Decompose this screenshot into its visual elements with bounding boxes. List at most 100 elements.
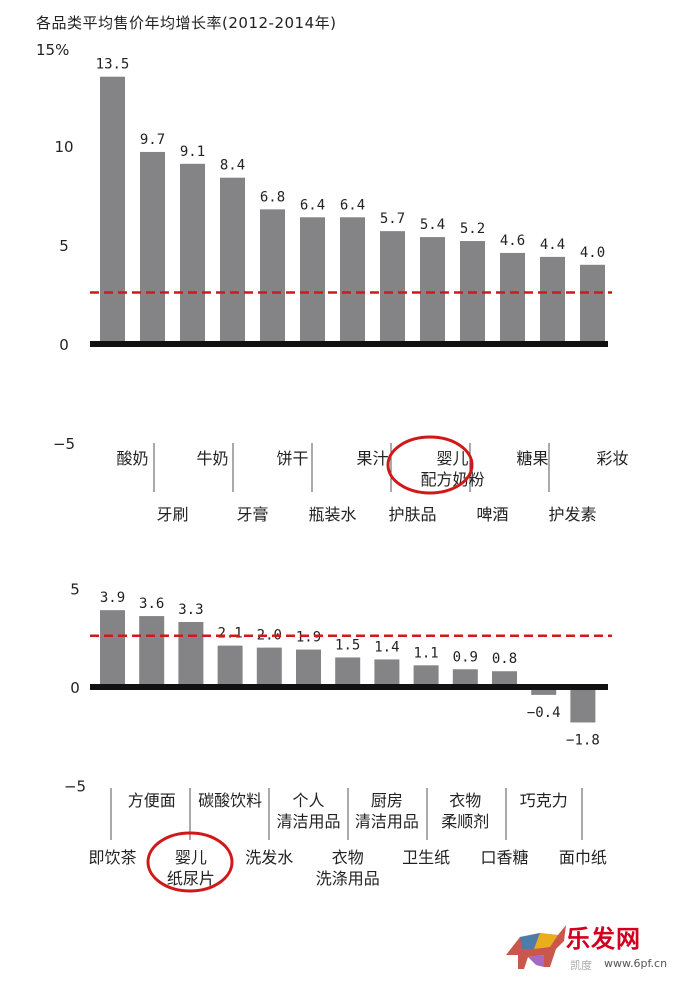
category-label: 果汁: [356, 449, 388, 468]
bar: [500, 252, 525, 344]
data-label: 2.1: [217, 626, 242, 642]
category-label-line: 碳酸饮料: [198, 791, 262, 810]
bar: [178, 621, 204, 687]
category-label: 饼干: [276, 449, 308, 468]
data-label: 6.4: [340, 197, 365, 213]
category-label: 即饮茶: [88, 848, 136, 867]
category-label-line: 洗涤用品: [316, 869, 380, 888]
data-label: 1.4: [374, 639, 399, 655]
data-label: 3.9: [100, 590, 125, 606]
category-label: 巧克力: [520, 791, 568, 810]
data-label: 4.6: [500, 233, 525, 249]
category-label: 口香糖: [480, 848, 528, 867]
zero-baseline: [90, 341, 608, 347]
category-label-line: 牛奶: [196, 449, 228, 468]
category-label-line: 即饮茶: [88, 848, 136, 867]
category-label-line: 清洁用品: [276, 812, 340, 831]
category-label: 婴儿纸尿片: [167, 848, 215, 888]
y-tick-label: 5: [59, 237, 69, 255]
bar: [492, 671, 517, 687]
data-label: 6.8: [260, 189, 285, 205]
category-label: 衣物柔顺剂: [441, 791, 489, 831]
bar: [256, 647, 282, 687]
data-label: 3.3: [178, 602, 203, 618]
category-label-line: 面巾纸: [559, 848, 607, 867]
category-label-line: 衣物: [332, 848, 364, 867]
bar: [217, 645, 243, 687]
category-label-line: 牙刷: [156, 505, 188, 524]
watermark-brand: 乐发网: [566, 924, 641, 953]
chart-title: 各品类平均售价年均增长率(2012-2014年): [36, 14, 337, 32]
bull-logo-icon: [506, 925, 566, 969]
category-label-line: 婴儿: [436, 449, 468, 468]
data-label: 1.1: [413, 645, 438, 661]
category-label-line: 果汁: [356, 449, 388, 468]
bar: [580, 264, 605, 344]
bar: [420, 237, 445, 344]
category-label-line: 厨房: [371, 791, 403, 810]
category-label-line: 个人: [292, 791, 324, 810]
y-tick-label: 5: [70, 581, 80, 599]
category-label: 牙刷: [156, 505, 188, 524]
bar: [296, 649, 321, 687]
bar: [540, 256, 565, 344]
watermark-url: www.6pf.cn: [604, 957, 668, 970]
category-label: 衣物洗涤用品: [316, 848, 380, 888]
category-label-line: 牙膏: [236, 505, 268, 524]
category-label-line: 柔顺剂: [441, 812, 489, 831]
category-label: 牙膏: [236, 505, 268, 524]
y-tick-label: −5: [64, 778, 86, 796]
data-label: 13.5: [96, 57, 130, 73]
y-tick-label: 15%: [36, 41, 69, 59]
category-label: 面巾纸: [559, 848, 607, 867]
category-label: 彩妆: [596, 449, 628, 468]
highlight-circle: [386, 435, 474, 495]
category-label: 厨房清洁用品: [355, 791, 419, 831]
bar: [413, 665, 439, 687]
category-label-line: 啤酒: [476, 505, 508, 524]
data-label: 2.0: [257, 628, 282, 644]
category-label-line: 清洁用品: [355, 812, 419, 831]
category-label-line: 彩妆: [596, 449, 628, 468]
category-label-line: 配方奶粉: [420, 470, 484, 489]
y-tick-label: 0: [59, 336, 69, 354]
category-label-line: 方便面: [128, 791, 176, 810]
category-label: 牛奶: [196, 449, 228, 468]
bar: [374, 659, 400, 687]
data-label: 9.1: [180, 144, 205, 160]
category-label-line: 卫生纸: [402, 848, 450, 867]
watermark: 乐发网 凯度 www.6pf.cn: [500, 915, 690, 980]
data-label: 1.5: [335, 637, 360, 653]
y-tick-label: −5: [53, 435, 75, 453]
data-label: 4.4: [540, 237, 565, 253]
category-label-line: 洗发水: [245, 848, 293, 867]
bar: [220, 177, 245, 344]
category-label: 啤酒: [476, 505, 508, 524]
category-label: 酸奶: [116, 449, 148, 468]
data-label: 6.4: [300, 197, 325, 213]
bar: [570, 687, 596, 723]
category-label: 卫生纸: [402, 848, 450, 867]
bar: [100, 610, 125, 687]
bar: [380, 231, 405, 344]
bar: [100, 76, 125, 344]
category-label: 碳酸饮料: [198, 791, 262, 810]
category-label-line: 酸奶: [116, 449, 148, 468]
data-label: 5.7: [380, 211, 405, 227]
data-label: −1.8: [566, 732, 600, 748]
bar: [180, 163, 205, 344]
data-label: 1.9: [296, 630, 321, 646]
y-tick-label: 10: [54, 138, 73, 156]
category-label: 护肤品: [388, 505, 436, 524]
category-label: 个人清洁用品: [276, 791, 340, 831]
highlight-circle: [146, 831, 234, 893]
category-label-line: 婴儿: [175, 848, 207, 867]
bar: [300, 217, 325, 344]
data-label: 0.8: [492, 651, 517, 667]
watermark-wechat-name: 凯度: [570, 959, 592, 972]
category-label: 瓶装水: [308, 505, 356, 524]
data-label: 3.6: [139, 596, 164, 612]
category-label: 方便面: [128, 791, 176, 810]
bar: [140, 151, 165, 344]
